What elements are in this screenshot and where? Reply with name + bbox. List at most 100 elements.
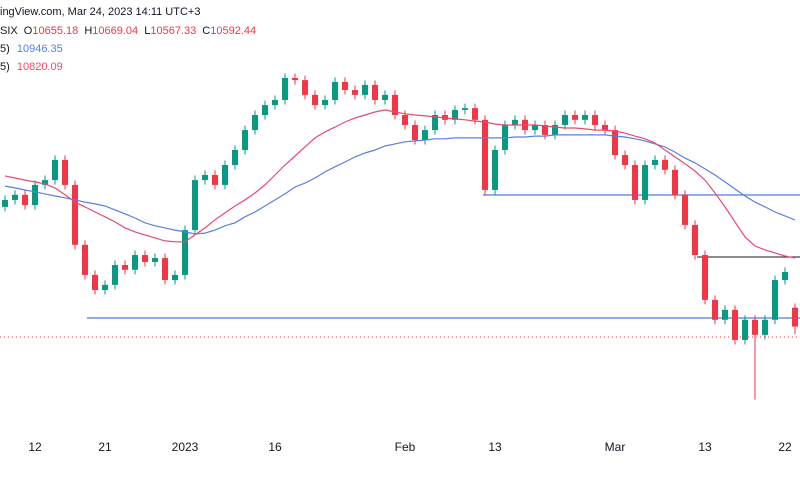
candle-body <box>562 115 568 125</box>
candle-body <box>352 90 358 95</box>
x-tick-label: 22 <box>778 440 792 454</box>
candle-body <box>472 108 478 120</box>
x-tick-label: 13 <box>488 440 502 454</box>
candle-body <box>12 194 18 200</box>
candle-body <box>192 180 198 231</box>
candle-body <box>372 84 378 100</box>
legend-name: 5) <box>0 61 10 73</box>
candle-body <box>232 149 238 166</box>
candle-body <box>642 165 648 200</box>
x-tick-label: 12 <box>28 440 42 454</box>
candle-body <box>32 184 38 206</box>
candle-body <box>412 124 418 141</box>
candle-body <box>692 224 698 256</box>
candle-body <box>182 230 188 275</box>
candle-body <box>782 271 788 281</box>
candle-body <box>22 194 28 206</box>
candle-body <box>222 165 228 185</box>
candle-body <box>212 174 218 185</box>
candle-body <box>432 115 438 131</box>
candle-body <box>762 319 768 335</box>
header-source: ingView.com, Mar 24, 2023 14:11 UTC+3 <box>0 6 200 18</box>
candle-body <box>82 244 88 275</box>
legend-value: 10946.35 <box>17 43 63 55</box>
candle-body <box>452 109 458 120</box>
ohlc-label: O <box>24 25 33 37</box>
candle-body <box>662 159 668 170</box>
candle-body <box>122 264 128 270</box>
candle-body <box>172 274 178 281</box>
candle-body <box>152 258 158 262</box>
candle-body <box>322 99 328 106</box>
candle-body <box>92 274 98 290</box>
legend-value: 10820.09 <box>17 61 63 73</box>
moving-average <box>4 109 796 259</box>
candle-body <box>542 124 548 135</box>
candle-body <box>632 165 638 200</box>
candle-body <box>132 255 138 270</box>
candle-body <box>302 80 308 95</box>
candle-body <box>202 174 208 181</box>
x-tick-label: 2023 <box>172 440 199 454</box>
candle-body <box>592 115 598 125</box>
candle-body <box>752 319 758 335</box>
candle-body <box>142 255 148 262</box>
ohlc-label: C <box>202 25 210 37</box>
candle-body <box>652 159 658 166</box>
candle-body <box>482 119 488 191</box>
candle-body <box>682 194 688 225</box>
candle-body <box>392 94 398 116</box>
x-axis: 12 21 2023 16 Feb 13 Mar 13 22 <box>28 440 792 454</box>
candle-body <box>702 255 708 300</box>
candle-body <box>62 159 68 185</box>
ma-legend: 5) 10820.09 <box>0 61 63 73</box>
x-tick-label: 16 <box>268 440 282 454</box>
candle-body <box>672 169 678 195</box>
candle-body <box>582 115 588 120</box>
candle-body <box>42 180 48 185</box>
ohlc-value: 10592.44 <box>210 25 256 37</box>
candle-body <box>532 124 538 131</box>
candle-body <box>572 115 578 120</box>
candle-body <box>262 105 268 116</box>
ohlc-value: 10669.04 <box>92 25 138 37</box>
candle-body <box>332 81 338 100</box>
candle-body <box>712 299 718 320</box>
candle-body <box>342 81 348 91</box>
candle-body <box>242 130 248 150</box>
ohlc-value: 10655.18 <box>32 25 78 37</box>
candle-body <box>272 99 278 106</box>
candle-body <box>732 309 738 340</box>
x-tick-label: Feb <box>395 440 416 454</box>
x-tick-label: 21 <box>98 440 112 454</box>
candle-body <box>162 258 168 281</box>
candle-body <box>52 159 58 181</box>
symbol: SIX <box>0 25 18 37</box>
x-tick-label: 13 <box>698 440 712 454</box>
candle-body <box>492 149 498 191</box>
candle-body <box>462 108 468 110</box>
candle-body <box>72 184 78 245</box>
candle-body <box>102 284 108 290</box>
candle-body <box>312 94 318 106</box>
ohlc-label: L <box>144 25 150 37</box>
candle-body <box>512 119 518 125</box>
legend-name: 5) <box>0 43 10 55</box>
candle-body <box>292 77 298 81</box>
candle-body <box>622 155 628 166</box>
candle-body <box>422 130 428 141</box>
ohlc-label: H <box>84 25 92 37</box>
moving-average <box>4 134 796 235</box>
candle-body <box>602 124 608 131</box>
ohlc-legend: SIX O10655.18 H10669.04 L10567.33 C10592… <box>0 25 256 37</box>
candle-body <box>772 280 778 320</box>
candle-body <box>362 84 368 95</box>
plot-area <box>2 73 798 400</box>
candle-body <box>2 199 8 207</box>
candle-body <box>252 115 258 131</box>
x-tick-label: Mar <box>605 440 626 454</box>
ohlc-value: 10567.33 <box>150 25 196 37</box>
candle-body <box>612 130 618 156</box>
